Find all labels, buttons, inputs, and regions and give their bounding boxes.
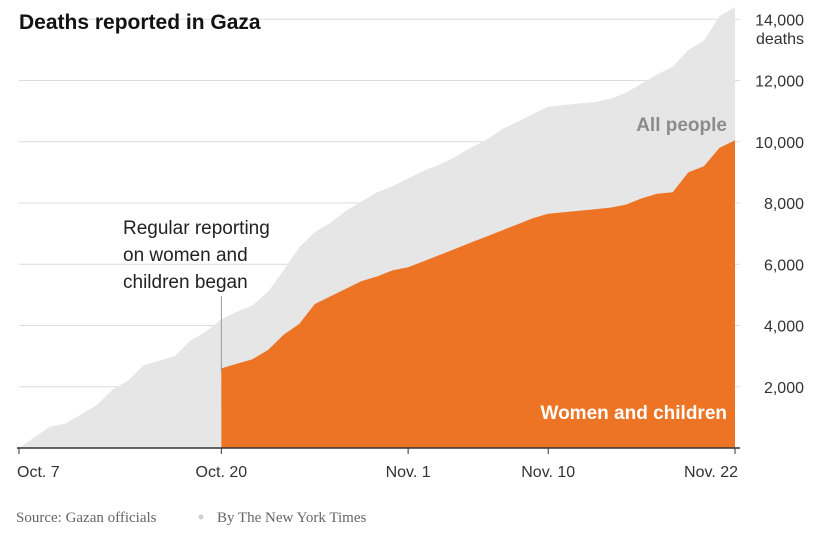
x-tick-label-2: Nov. 1 [386, 464, 431, 481]
series-label-women-children: Women and children [540, 403, 727, 424]
data-areas [19, 7, 736, 449]
x-tick-label-0: Oct. 7 [17, 464, 60, 481]
y-tick-label-2000: 2,000 [764, 380, 804, 397]
y-tick-label-8000: 8,000 [764, 196, 804, 213]
y-tick-label-12000: 12,000 [755, 74, 804, 91]
annotation: Regular reporting on women and children be… [123, 218, 270, 372]
x-tick-label-4: Nov. 22 [684, 464, 738, 481]
annotation-line-3: children began [123, 272, 248, 293]
x-tick-label-3: Nov. 10 [521, 464, 575, 481]
chart-title: Deaths reported in Gaza [19, 11, 261, 34]
y-tick-label-10000: 10,000 [755, 135, 804, 152]
axes: 2,000 4,000 6,000 8,000 10,000 12,000 14,000 Oc… [17, 12, 804, 481]
source-text: Source: Gazan officials [16, 510, 157, 526]
x-tick-label-1: Oct. 20 [196, 464, 248, 481]
annotation-line-2: on women and [123, 245, 248, 266]
y-axis-unit: deaths [756, 31, 804, 48]
y-tick-label-6000: 6,000 [764, 257, 804, 274]
annotation-line-1: Regular reporting [123, 218, 270, 239]
source-separator-dot [198, 514, 204, 520]
area-women-children [221, 140, 736, 449]
series-label-all-people: All people [636, 115, 727, 136]
y-tick-label-4000: 4,000 [764, 319, 804, 336]
credit-text: By The New York Times [217, 510, 367, 526]
source-line: Source: Gazan officials By The New York … [16, 510, 367, 526]
y-tick-label-14000: 14,000 [755, 12, 804, 29]
